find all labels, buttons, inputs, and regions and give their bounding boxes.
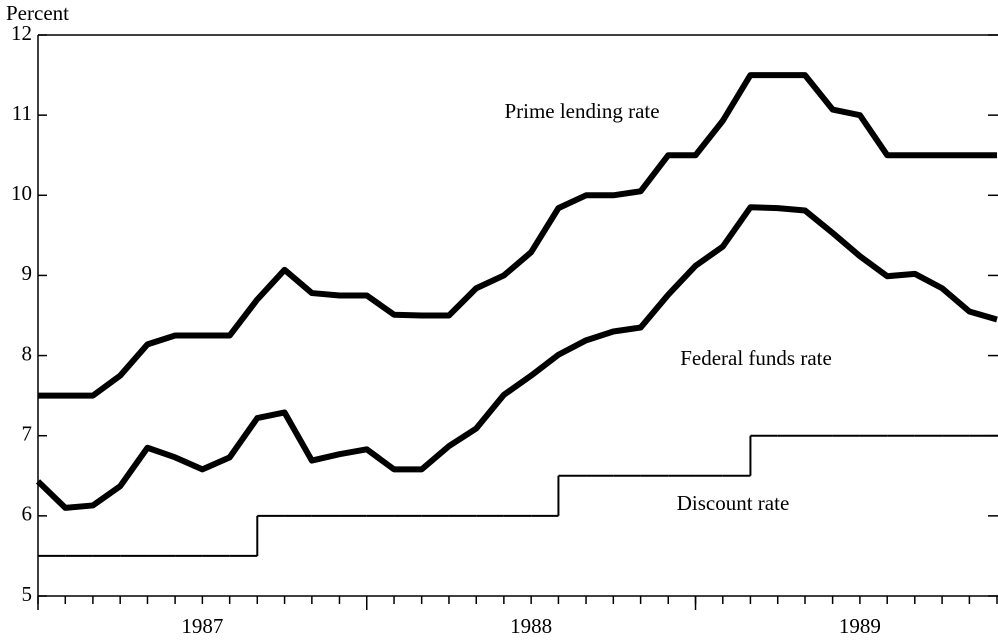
y-tick-label: 11 xyxy=(12,101,32,125)
y-axis-label: Percent xyxy=(6,1,69,25)
y-tick-label: 8 xyxy=(22,341,33,365)
y-tick-label: 12 xyxy=(11,21,32,45)
series-line xyxy=(35,204,998,511)
x-tick-label: 1987 xyxy=(181,614,223,638)
annotation: Federal funds rate xyxy=(680,346,832,370)
annotation: Discount rate xyxy=(677,491,790,515)
y-tick-label: 7 xyxy=(22,422,33,446)
y-tick-label: 10 xyxy=(11,181,32,205)
annotation: Prime lending rate xyxy=(504,99,659,123)
y-tick-label: 6 xyxy=(22,502,33,526)
series-line xyxy=(38,72,997,399)
x-tick-label: 1989 xyxy=(839,614,881,638)
y-tick-label: 5 xyxy=(22,582,33,606)
y-tick-label: 9 xyxy=(22,261,33,285)
x-tick-label: 1988 xyxy=(510,614,552,638)
